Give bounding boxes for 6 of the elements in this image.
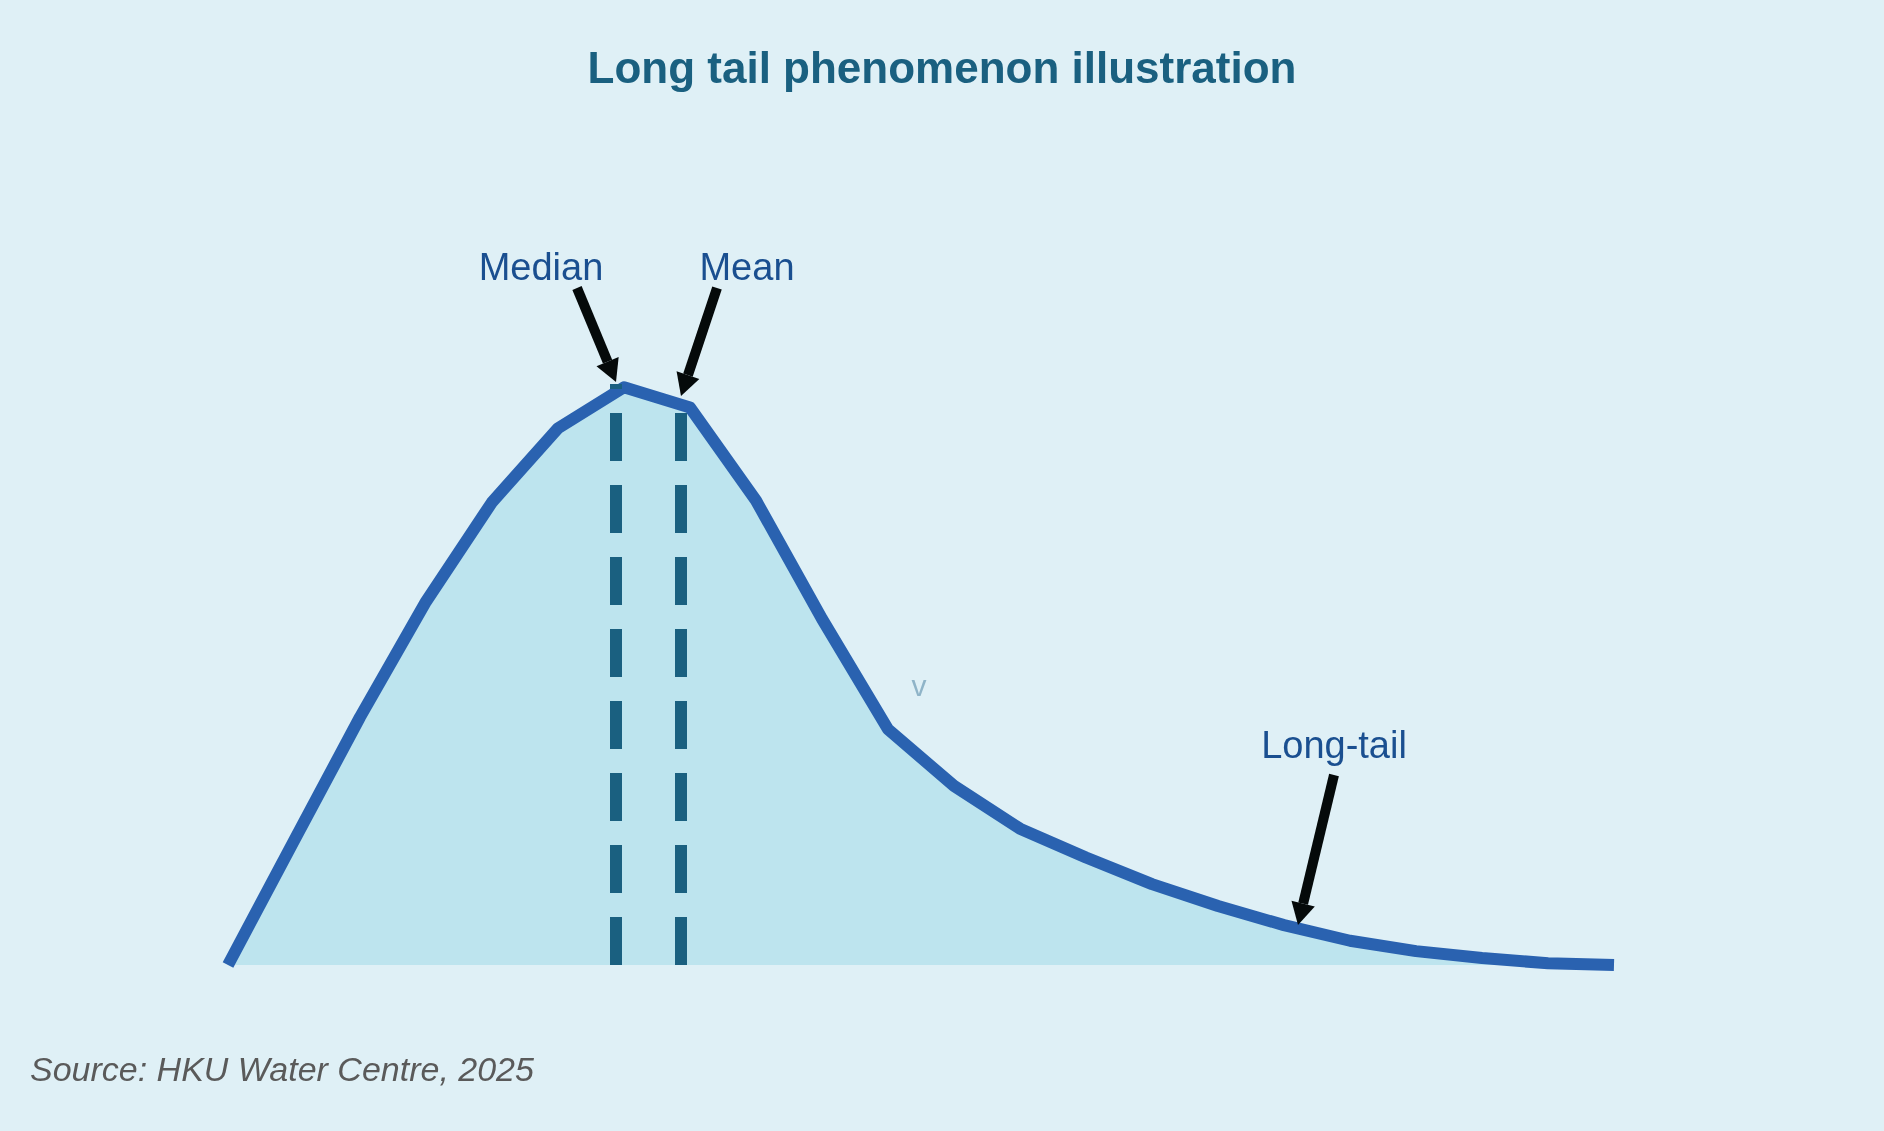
annotation: v — [911, 668, 927, 702]
source-note: Source: HKU Water Centre, 2025 — [30, 1050, 535, 1088]
annotation: Long-tail — [1261, 724, 1407, 766]
chart-title: Long tail phenomenon illustration — [587, 42, 1297, 92]
text: Mean — [699, 246, 795, 288]
text: Median — [478, 246, 604, 288]
